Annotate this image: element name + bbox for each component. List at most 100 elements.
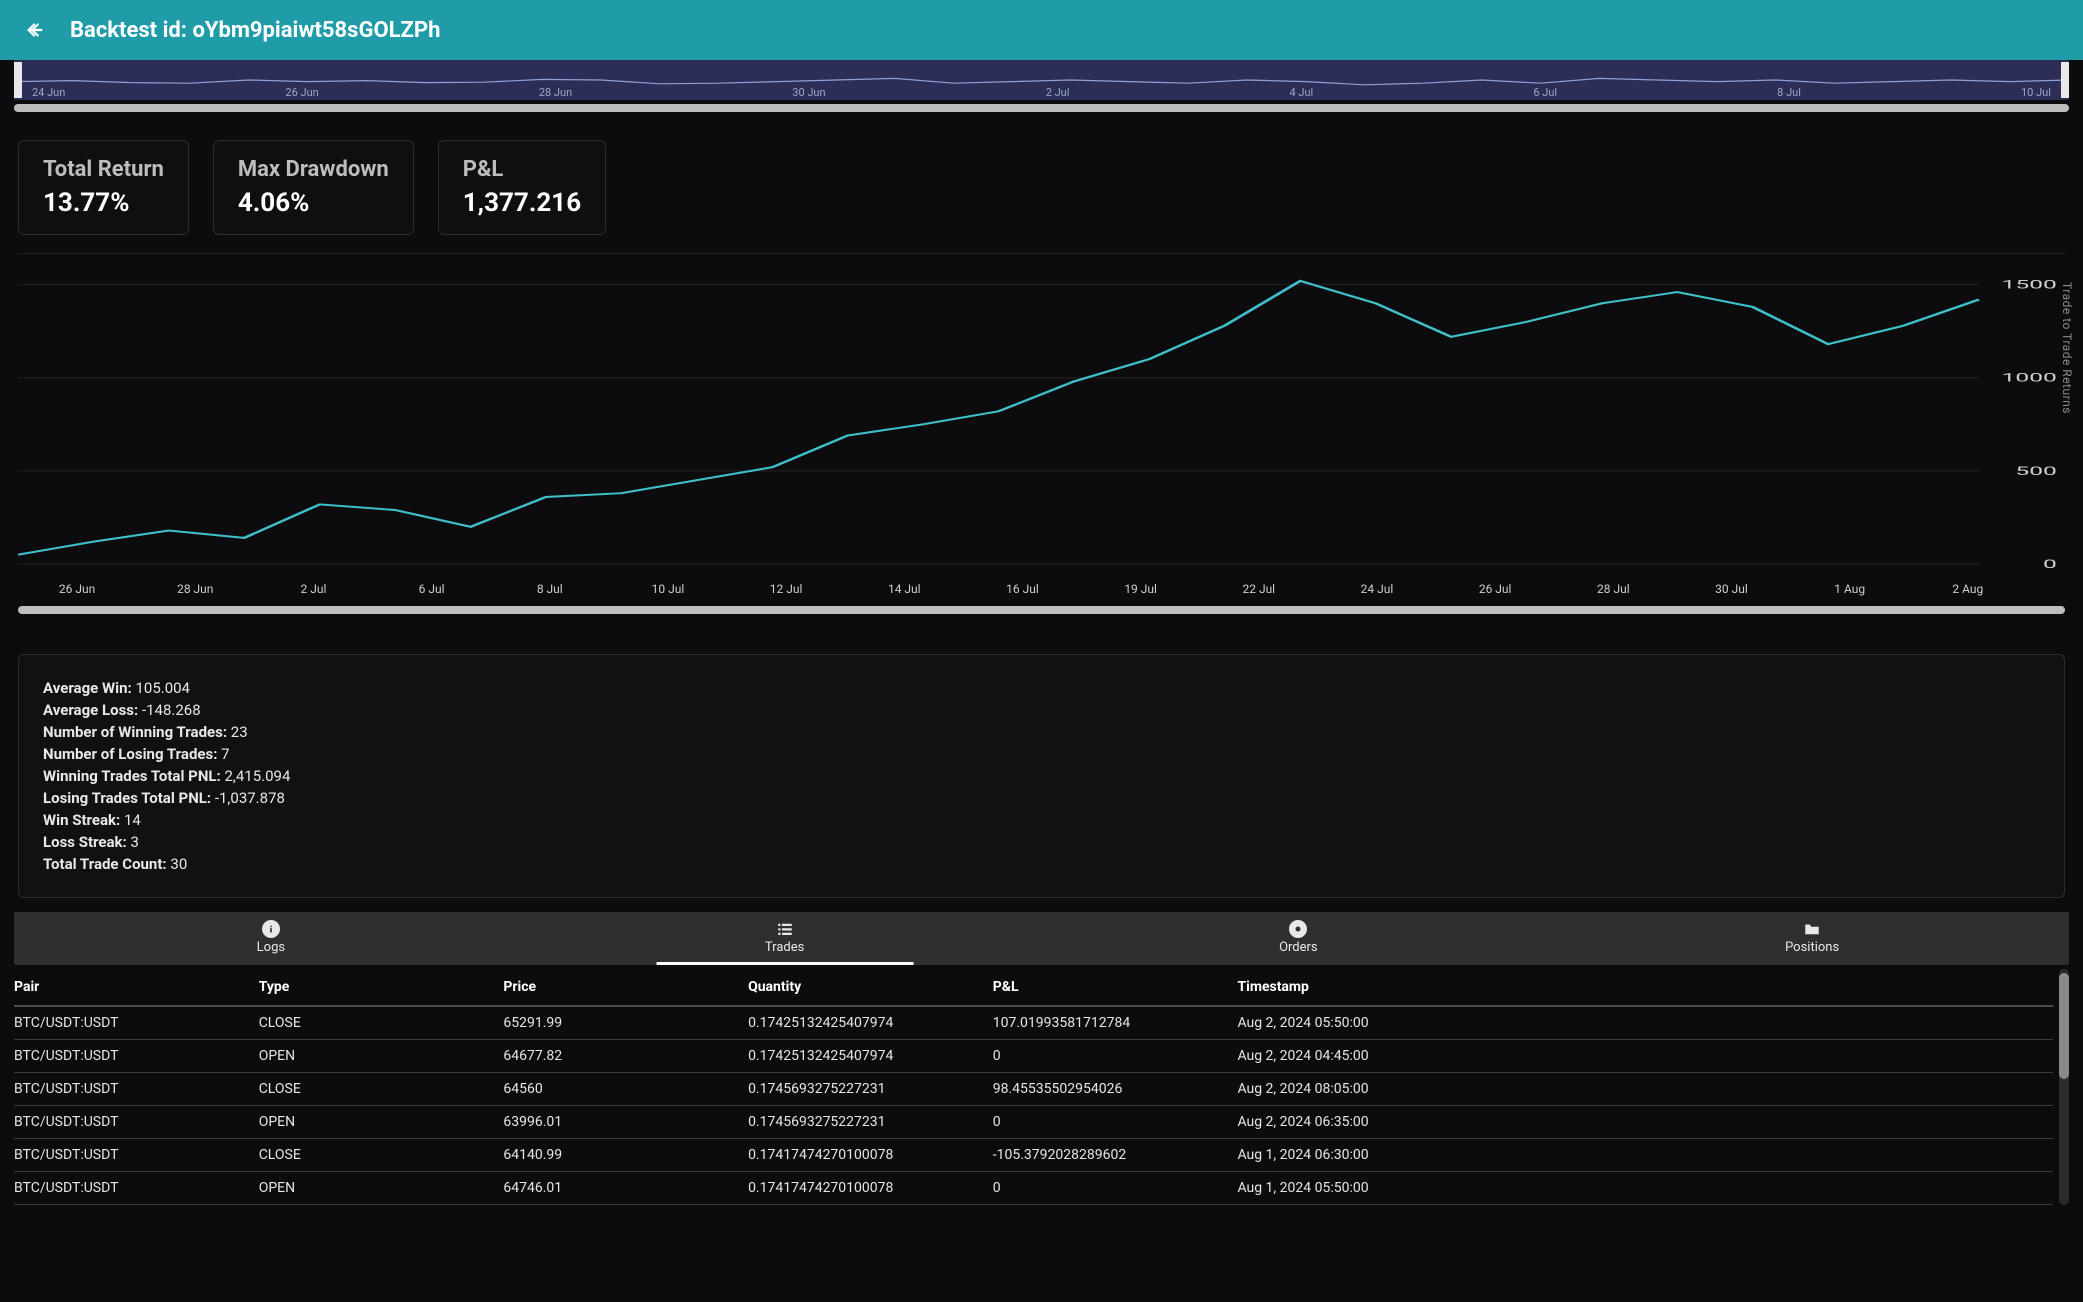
table-cell: 64560	[503, 1073, 748, 1106]
summary-row: Average Win: 105.004	[43, 679, 2040, 697]
summary-row: Losing Trades Total PNL: -1,037.878	[43, 789, 2040, 807]
table-cell: Aug 2, 2024 06:35:00	[1237, 1106, 2053, 1139]
metric-card: Total Return13.77%	[18, 140, 189, 235]
svg-text:1000: 1000	[2002, 371, 2057, 385]
chart-x-label: 8 Jul	[491, 582, 609, 596]
summary-value: 30	[170, 855, 187, 873]
list-icon	[528, 920, 1042, 938]
chart-x-label: 26 Jul	[1436, 582, 1554, 596]
table-cell: 0.17417474270100078	[748, 1139, 993, 1172]
chart-x-label: 10 Jul	[609, 582, 727, 596]
chart-x-label: 28 Jun	[136, 582, 254, 596]
main-chart-wrap: 050010001500 Trade to Trade Returns 26 J…	[14, 253, 2069, 614]
tab-positions[interactable]: Positions	[1555, 912, 2069, 965]
table-header[interactable]: Pair	[14, 969, 259, 1006]
chart-x-label: 2 Jul	[254, 582, 372, 596]
table-cell: 64140.99	[503, 1139, 748, 1172]
table-cell: 0.17425132425407974	[748, 1040, 993, 1073]
app-header: Backtest id: oYbm9piaiwt58sGOLZPh	[0, 0, 2083, 60]
overview-chart-wrap: 24 Jun26 Jun28 Jun30 Jun2 Jul4 Jul6 Jul8…	[14, 60, 2069, 100]
table-row[interactable]: BTC/USDT:USDTOPEN63996.010.1745693275227…	[14, 1106, 2053, 1139]
trades-scrollbar[interactable]	[2059, 969, 2069, 1205]
metric-card: Max Drawdown4.06%	[213, 140, 414, 235]
chart-x-label: 12 Jul	[727, 582, 845, 596]
table-row[interactable]: BTC/USDT:USDTCLOSE65291.990.174251324254…	[14, 1006, 2053, 1040]
table-row[interactable]: BTC/USDT:USDTOPEN64677.820.1742513242540…	[14, 1040, 2053, 1073]
chart-x-label: 6 Jul	[373, 582, 491, 596]
table-cell: 0	[993, 1040, 1238, 1073]
table-header[interactable]: Type	[259, 969, 504, 1006]
tab-logs[interactable]: Logs	[14, 912, 528, 965]
summary-value: 7	[221, 745, 229, 763]
trades-table: PairTypePriceQuantityP&LTimestamp BTC/US…	[14, 969, 2053, 1205]
metric-card: P&L 1,377.216	[438, 140, 606, 235]
overview-chart[interactable]: 24 Jun26 Jun28 Jun30 Jun2 Jul4 Jul6 Jul8…	[14, 60, 2069, 100]
table-cell: CLOSE	[259, 1006, 504, 1040]
table-cell: 64746.01	[503, 1172, 748, 1205]
summary-label: Average Loss:	[43, 701, 138, 719]
table-header[interactable]: Timestamp	[1237, 969, 2053, 1006]
table-cell: Aug 2, 2024 08:05:00	[1237, 1073, 2053, 1106]
summary-row: Loss Streak: 3	[43, 833, 2040, 851]
table-cell: 0.1745693275227231	[748, 1106, 993, 1139]
chart-x-label: 30 Jul	[1672, 582, 1790, 596]
table-cell: 0	[993, 1106, 1238, 1139]
trades-table-wrap: PairTypePriceQuantityP&LTimestamp BTC/US…	[14, 969, 2069, 1205]
summary-value: 105.004	[135, 679, 190, 697]
tab-label: Positions	[1785, 940, 1839, 955]
svg-text:1500: 1500	[2002, 277, 2057, 291]
chart-x-label: 2 Aug	[1909, 582, 2027, 596]
returns-line-chart[interactable]: 050010001500 Trade to Trade Returns	[18, 254, 2065, 574]
overview-range-handle-left[interactable]	[14, 62, 22, 98]
metric-value: 13.77%	[43, 188, 164, 218]
table-row[interactable]: BTC/USDT:USDTCLOSE645600.174569327522723…	[14, 1073, 2053, 1106]
summary-label: Winning Trades Total PNL:	[43, 767, 221, 785]
page-title: Backtest id: oYbm9piaiwt58sGOLZPh	[70, 18, 440, 43]
table-header[interactable]: Price	[503, 969, 748, 1006]
overview-scrollbar[interactable]	[14, 104, 2069, 112]
summary-value: 2,415.094	[224, 767, 290, 785]
chart-scrollbar[interactable]	[18, 606, 2065, 614]
trades-scrollbar-thumb[interactable]	[2059, 973, 2069, 1079]
chart-y-label: Trade to Trade Returns	[2060, 282, 2074, 414]
table-cell: BTC/USDT:USDT	[14, 1172, 259, 1205]
tab-trades[interactable]: Trades	[528, 912, 1042, 965]
record-icon	[1042, 920, 1556, 938]
table-cell: 98.45535502954026	[993, 1073, 1238, 1106]
summary-label: Number of Losing Trades:	[43, 745, 217, 763]
summary-label: Total Trade Count:	[43, 855, 167, 873]
table-cell: BTC/USDT:USDT	[14, 1040, 259, 1073]
summary-value: -1,037.878	[215, 789, 285, 807]
metric-label: P&L	[463, 157, 581, 182]
chart-x-label: 1 Aug	[1791, 582, 1909, 596]
chart-x-label: 16 Jul	[963, 582, 1081, 596]
table-row[interactable]: BTC/USDT:USDTOPEN64746.010.1741747427010…	[14, 1172, 2053, 1205]
arrow-left-icon	[24, 19, 46, 41]
summary-panel: Average Win: 105.004Average Loss: -148.2…	[18, 654, 2065, 898]
table-cell: OPEN	[259, 1172, 504, 1205]
summary-value: 3	[131, 833, 139, 851]
table-header[interactable]: Quantity	[748, 969, 993, 1006]
metric-label: Max Drawdown	[238, 157, 389, 182]
table-cell: OPEN	[259, 1106, 504, 1139]
svg-text:0: 0	[2043, 557, 2057, 571]
table-row[interactable]: BTC/USDT:USDTCLOSE64140.990.174174742701…	[14, 1139, 2053, 1172]
table-cell: CLOSE	[259, 1139, 504, 1172]
table-header[interactable]: P&L	[993, 969, 1238, 1006]
summary-value: 23	[231, 723, 248, 741]
summary-label: Average Win:	[43, 679, 132, 697]
metric-cards: Total Return13.77% Max Drawdown4.06% P&L 1,…	[18, 140, 2069, 235]
metric-value: 1,377.216	[463, 188, 581, 218]
chart-x-label: 26 Jun	[18, 582, 136, 596]
table-cell: 64677.82	[503, 1040, 748, 1073]
summary-value: 14	[124, 811, 141, 829]
tab-orders[interactable]: Orders	[1042, 912, 1556, 965]
table-cell: Aug 2, 2024 05:50:00	[1237, 1006, 2053, 1040]
tab-label: Trades	[765, 940, 804, 955]
table-cell: BTC/USDT:USDT	[14, 1139, 259, 1172]
table-cell: 65291.99	[503, 1006, 748, 1040]
back-button[interactable]	[18, 13, 52, 47]
table-cell: BTC/USDT:USDT	[14, 1006, 259, 1040]
detail-tabs: Logs Trades Orders Positions	[14, 912, 2069, 965]
overview-range-handle-right[interactable]	[2061, 62, 2069, 98]
